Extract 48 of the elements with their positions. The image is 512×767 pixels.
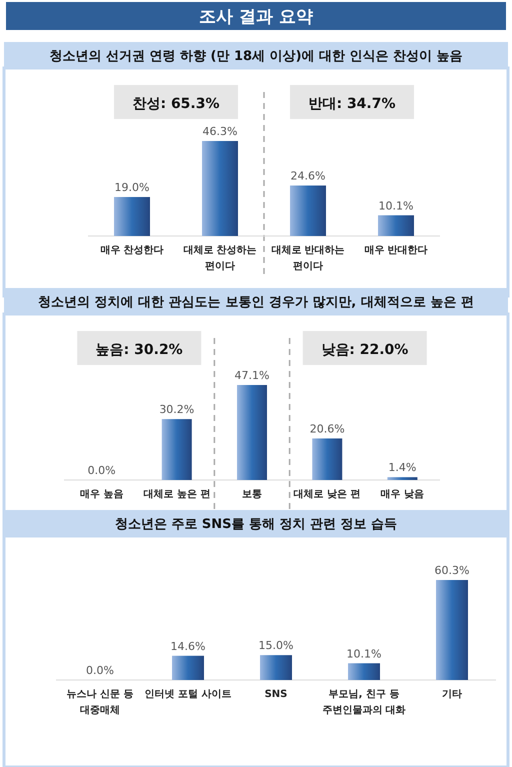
bar — [290, 186, 326, 236]
data-label: 30.2% — [159, 403, 194, 416]
bar — [172, 656, 204, 680]
text: 낮음: 22.0% — [321, 342, 408, 358]
bar — [260, 655, 292, 680]
x-tick-label: 대체로 찬성하는 편이다 — [183, 245, 257, 272]
chart-title: 조사 결과 요약 — [199, 7, 313, 27]
bar — [202, 141, 238, 236]
data-label: 0.0% — [88, 464, 116, 477]
x-tick-label: 매우 높음 — [80, 489, 124, 500]
data-label: 47.1% — [234, 369, 270, 382]
data-label: 10.1% — [378, 199, 414, 212]
data-label: 60.3% — [434, 564, 470, 577]
bar — [378, 215, 414, 236]
bar — [387, 477, 418, 480]
bar — [237, 385, 267, 480]
chart-title: 청소년의 정치에 대한 관심도는 보통인 경우가 많지만, 대체적으로 높은 편 — [38, 295, 474, 310]
x-tick-label: 뉴스나 신문 등 대중매체 — [66, 689, 134, 716]
data-label: 1.4% — [388, 461, 416, 474]
data-label: 0.0% — [86, 664, 114, 677]
data-label: 20.6% — [310, 422, 345, 436]
chart-subtitle: 청소년의 선거권 연령 하향 (만 18세 이상)에 대한 인식은 찬성이 높음 — [49, 49, 463, 64]
x-tick-label: 인터넷 포털 사이트 — [144, 689, 232, 700]
bar — [162, 419, 192, 480]
text: 높음: 30.2% — [96, 342, 183, 358]
bar — [348, 663, 380, 680]
data-label: 19.0% — [114, 181, 150, 194]
bar — [114, 197, 150, 236]
bar — [312, 438, 342, 480]
x-tick-label: 대체로 높은 편 — [143, 489, 210, 500]
x-tick-label: 매우 찬성한다 — [100, 245, 164, 256]
x-tick-label: 보통 — [242, 489, 262, 500]
bar — [436, 580, 468, 680]
x-tick-label: 매우 반대한다 — [364, 245, 428, 256]
x-tick-label: 매우 낮음 — [380, 489, 424, 500]
x-tick-label: SNS — [264, 689, 288, 700]
data-label: 46.3% — [202, 125, 238, 138]
x-tick-label: 대체로 낮은 편 — [294, 489, 361, 500]
data-label: 10.1% — [346, 647, 382, 660]
data-label: 14.6% — [170, 640, 206, 653]
data-label: 24.6% — [290, 170, 326, 183]
data-label: 15.0% — [258, 639, 294, 652]
text: 찬성: 65.3% — [132, 96, 220, 112]
chart-title: 청소년은 주로 SNS를 통해 정치 관련 정보 습득 — [114, 517, 398, 532]
x-tick-label: 대체로 반대하는 편이다 — [271, 245, 345, 272]
text: 반대: 34.7% — [308, 96, 396, 112]
x-tick-label: 부모님, 친구 등 주변인물과의 대화 — [322, 689, 406, 716]
x-tick-label: 기타 — [442, 689, 462, 700]
